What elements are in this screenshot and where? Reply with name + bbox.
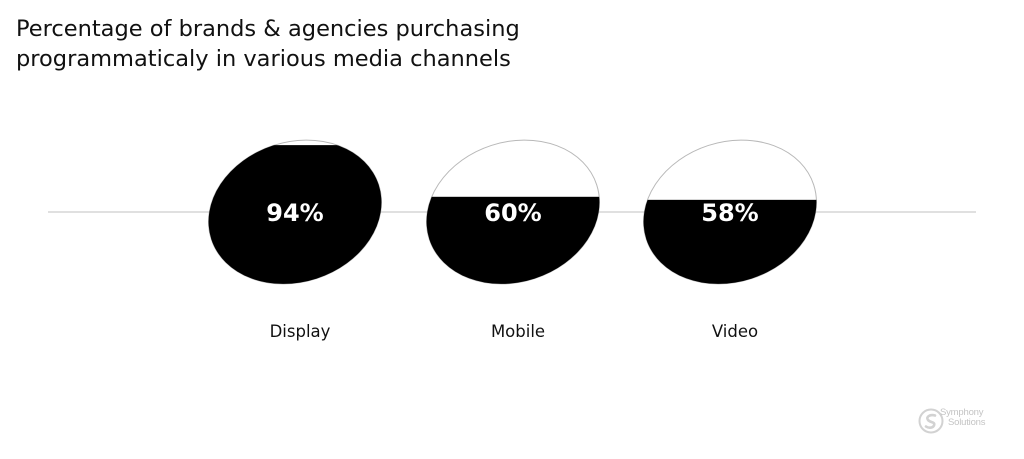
category-label-video: Video bbox=[712, 322, 758, 341]
chart-title: Percentage of brands & agencies purchasi… bbox=[16, 14, 636, 74]
chart-marks: 94% Display 60% Mobile 58% Video bbox=[189, 139, 836, 341]
chart-title-line-2: programmaticaly in various media channel… bbox=[16, 46, 511, 72]
symphony-solutions-logo: Symphony Solutions bbox=[918, 406, 1014, 436]
bar-group-display: 94% Display bbox=[189, 139, 401, 341]
logo-text-line-1: Symphony bbox=[940, 407, 984, 418]
value-label-video: 58% bbox=[701, 199, 758, 227]
bar-group-video: 58% Video bbox=[624, 139, 836, 341]
chart-title-line-1: Percentage of brands & agencies purchasi… bbox=[16, 16, 520, 42]
logo-text-line-2: Solutions bbox=[948, 417, 986, 428]
category-label-display: Display bbox=[270, 322, 331, 341]
category-label-mobile: Mobile bbox=[491, 322, 545, 341]
symphony-swirl-icon bbox=[918, 408, 944, 434]
value-label-mobile: 60% bbox=[484, 199, 541, 227]
value-label-display: 94% bbox=[266, 199, 323, 227]
bar-group-mobile: 60% Mobile bbox=[407, 139, 619, 341]
